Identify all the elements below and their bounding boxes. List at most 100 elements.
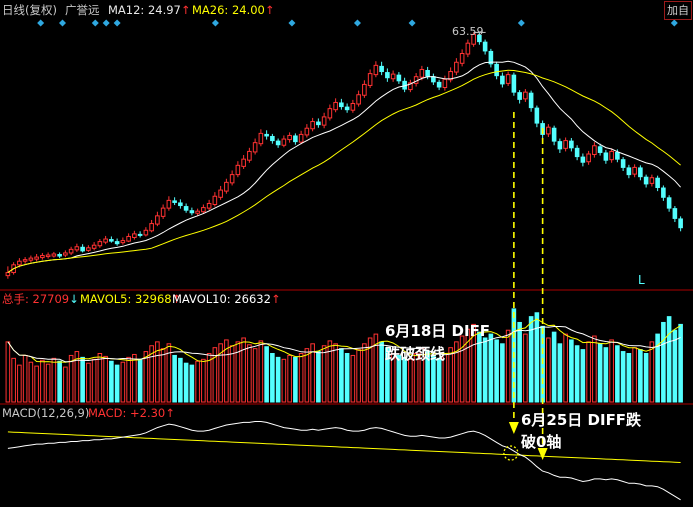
candle-body	[258, 132, 264, 145]
candle-body	[68, 248, 74, 254]
candle-body	[425, 70, 430, 77]
candle-body	[580, 156, 586, 163]
volume-bar	[80, 356, 85, 403]
candle-body	[103, 238, 108, 243]
volume-bar	[45, 363, 51, 403]
volume-bar	[287, 354, 292, 403]
volume-bar	[126, 356, 131, 403]
volume-bar	[597, 343, 603, 403]
candle-body	[551, 127, 557, 142]
candle-body	[609, 150, 614, 161]
candle-body	[442, 78, 448, 89]
signal-2-arrowhead-icon	[537, 448, 548, 460]
diff-line	[7, 421, 681, 501]
candle-body	[241, 158, 246, 167]
volume-bar	[379, 341, 384, 403]
candle-body	[672, 208, 678, 219]
volume-bar	[620, 351, 626, 403]
candle-body	[126, 235, 131, 242]
volume-bar	[275, 356, 281, 403]
volume-bar	[574, 345, 580, 403]
price-panel	[5, 19, 683, 279]
candle-body	[252, 142, 258, 153]
volume-bar	[471, 323, 476, 403]
candle-body	[74, 246, 80, 251]
candle-body	[327, 108, 333, 119]
volume-bar	[454, 341, 459, 403]
candle-body	[339, 102, 344, 108]
volume-panel	[5, 308, 683, 403]
volume-bar	[592, 335, 597, 403]
mavol5-line	[7, 318, 681, 363]
candle-body	[465, 42, 471, 55]
candle-body	[287, 134, 292, 141]
candle-body	[511, 74, 517, 93]
candle-body	[189, 210, 195, 214]
volume-bar	[477, 331, 482, 403]
volume-bar	[281, 358, 287, 403]
volume-bar	[195, 360, 200, 403]
ma12-value: MA12: 24.97	[108, 3, 181, 17]
candle-body	[471, 33, 476, 45]
candle-body	[563, 140, 568, 149]
volume-bar	[160, 348, 166, 403]
arrow-down-icon: ↓	[69, 292, 79, 306]
signal-1-circle	[503, 445, 519, 461]
candle-body	[534, 107, 540, 124]
add-to-watchlist-button[interactable]: 加自	[664, 1, 692, 20]
arrow-up-icon: ↑	[270, 292, 281, 306]
candle-body	[45, 254, 51, 258]
signal-diamond-icon	[353, 19, 361, 27]
volume-bar	[638, 349, 643, 403]
candle-body	[517, 92, 522, 100]
volume-bar	[5, 341, 11, 403]
candle-body	[91, 244, 97, 249]
candle-body	[34, 256, 39, 260]
candle-body	[218, 189, 223, 198]
candle-body	[235, 164, 241, 176]
volume-bar	[350, 354, 356, 403]
volume-bar	[580, 349, 586, 403]
candle-body	[419, 68, 425, 78]
volume-bar	[172, 354, 177, 403]
signal-diamond-icon	[288, 19, 296, 27]
candle-body	[546, 126, 551, 135]
chart-period-title[interactable]: 日线(复权)	[2, 3, 57, 17]
candle-body	[643, 176, 649, 185]
candle-body	[390, 73, 396, 80]
candle-body	[592, 145, 597, 156]
candle-body	[183, 206, 189, 211]
volume-bar	[373, 333, 379, 403]
signal-1-arrowhead-icon	[508, 422, 519, 434]
candle-body	[574, 147, 580, 158]
candle-body	[494, 63, 499, 77]
volume-total-label: 总手: 27709↓	[2, 292, 79, 306]
candle-body	[137, 233, 143, 236]
candle-body	[356, 94, 361, 105]
volume-total-value: 总手: 27709	[2, 292, 70, 306]
candle-body	[379, 65, 384, 73]
volume-bar	[339, 348, 344, 403]
candle-body	[500, 75, 505, 85]
volume-bar	[500, 343, 505, 403]
volume-bar	[661, 321, 666, 403]
volume-bar	[523, 333, 528, 403]
mavol10-line	[7, 326, 681, 363]
candle-body	[632, 166, 637, 175]
candle-body	[482, 41, 488, 52]
candle-body	[620, 159, 626, 168]
candle-body	[143, 229, 149, 236]
candle-body	[408, 82, 413, 91]
volume-bar	[132, 353, 137, 403]
candle-body	[505, 74, 511, 84]
candle-body	[172, 200, 177, 203]
volume-bar	[402, 356, 407, 403]
volume-bar	[643, 353, 649, 403]
volume-bar	[517, 321, 522, 403]
volume-bar	[356, 349, 361, 403]
candle-body	[17, 260, 22, 266]
candle-body	[528, 92, 534, 109]
volume-bar	[68, 354, 74, 403]
candle-body	[523, 91, 528, 100]
